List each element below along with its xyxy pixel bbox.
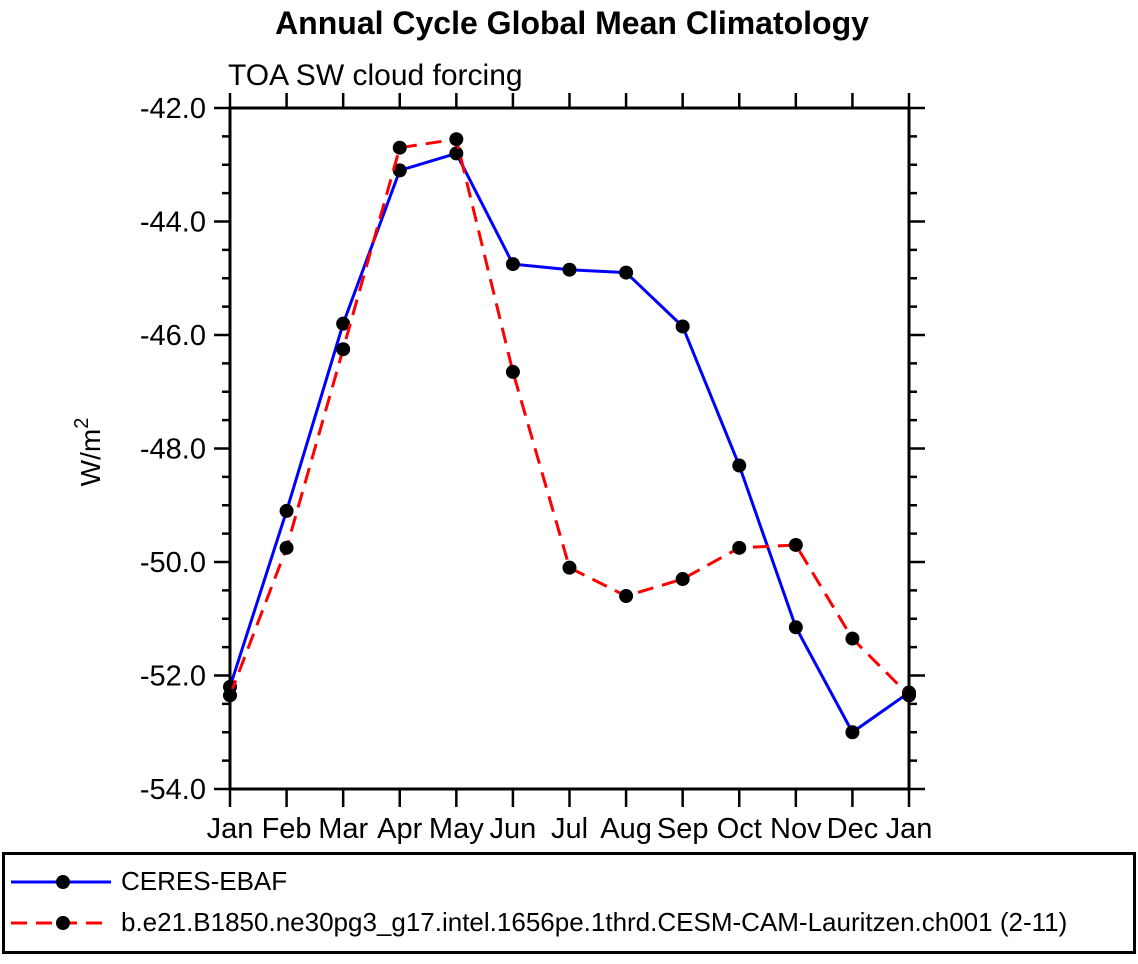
data-point-marker — [675, 572, 690, 587]
data-point-marker — [449, 146, 464, 161]
series-line-0 — [228, 151, 910, 735]
data-point-marker — [732, 540, 747, 555]
data-point-marker — [223, 688, 237, 703]
x-tick-label: Oct — [717, 813, 762, 845]
data-point-marker — [279, 540, 294, 555]
x-tick-label: Mar — [318, 813, 368, 845]
chart-subtitle: TOA SW cloud forcing — [228, 59, 523, 92]
data-point-marker — [279, 503, 294, 518]
data-point-marker — [788, 620, 803, 635]
x-tick-label: Jul — [551, 813, 588, 845]
x-tick-label: Sep — [657, 813, 709, 845]
page-title: Annual Cycle Global Mean Climatology — [275, 5, 869, 41]
data-point-marker — [336, 342, 351, 357]
legend-line-sample — [11, 874, 111, 889]
x-tick-label: Jun — [490, 813, 537, 845]
legend-line-sample — [11, 915, 111, 930]
x-tick-label: Apr — [377, 813, 422, 845]
x-tick-label: Nov — [770, 813, 822, 845]
data-point-marker — [732, 458, 747, 473]
x-tick-label: May — [429, 813, 484, 845]
x-tick-label: Dec — [827, 813, 879, 845]
y-axis-label: W/m2 — [71, 418, 106, 487]
y-tick-label: -50.0 — [140, 547, 206, 579]
y-tick-label: -44.0 — [140, 207, 206, 239]
data-point-marker — [619, 265, 634, 280]
data-point-marker — [449, 132, 464, 147]
data-point-marker — [902, 688, 916, 703]
data-point-marker — [562, 262, 577, 277]
plot-border — [228, 106, 911, 791]
data-point-marker — [619, 589, 634, 604]
legend-marker-icon — [56, 874, 70, 889]
legend-label: b.e21.B1850.ne30pg3_g17.intel.1656pe.1th… — [121, 907, 1068, 937]
y-tick-label: -52.0 — [140, 661, 206, 693]
y-tick-label: -48.0 — [140, 434, 206, 466]
x-tick-label: Jan — [207, 813, 254, 845]
y-tick-label: -42.0 — [140, 93, 206, 125]
data-point-marker — [788, 537, 803, 552]
data-point-marker — [505, 364, 520, 379]
data-point-marker — [392, 140, 407, 155]
data-point-marker — [845, 725, 860, 740]
data-point-marker — [675, 319, 690, 334]
legend-marker-icon — [56, 915, 70, 930]
data-point-marker — [505, 257, 520, 272]
data-point-marker — [845, 631, 860, 646]
legend: CERES-EBAF b.e21.B1850.ne30pg3_g17.intel… — [2, 852, 1136, 954]
data-point-marker — [562, 560, 577, 575]
legend-item: b.e21.B1850.ne30pg3_g17.intel.1656pe.1th… — [9, 902, 1129, 943]
x-tick-label: Jan — [886, 813, 933, 845]
data-point-marker — [336, 316, 351, 331]
y-tick-label: -46.0 — [140, 320, 206, 352]
chart-area: -54.0 -52.0 -50.0 -48.0 -46.0 -44.0 -42.0 Jan Fe… — [71, 5, 933, 845]
x-tick-label: Feb — [262, 813, 312, 845]
legend-item: CERES-EBAF — [9, 861, 1129, 902]
y-tick-label: -54.0 — [140, 774, 206, 806]
series-line-1 — [228, 137, 911, 697]
data-point-marker — [392, 163, 407, 178]
legend-label: CERES-EBAF — [121, 866, 288, 896]
x-tick-label: Aug — [600, 813, 652, 845]
